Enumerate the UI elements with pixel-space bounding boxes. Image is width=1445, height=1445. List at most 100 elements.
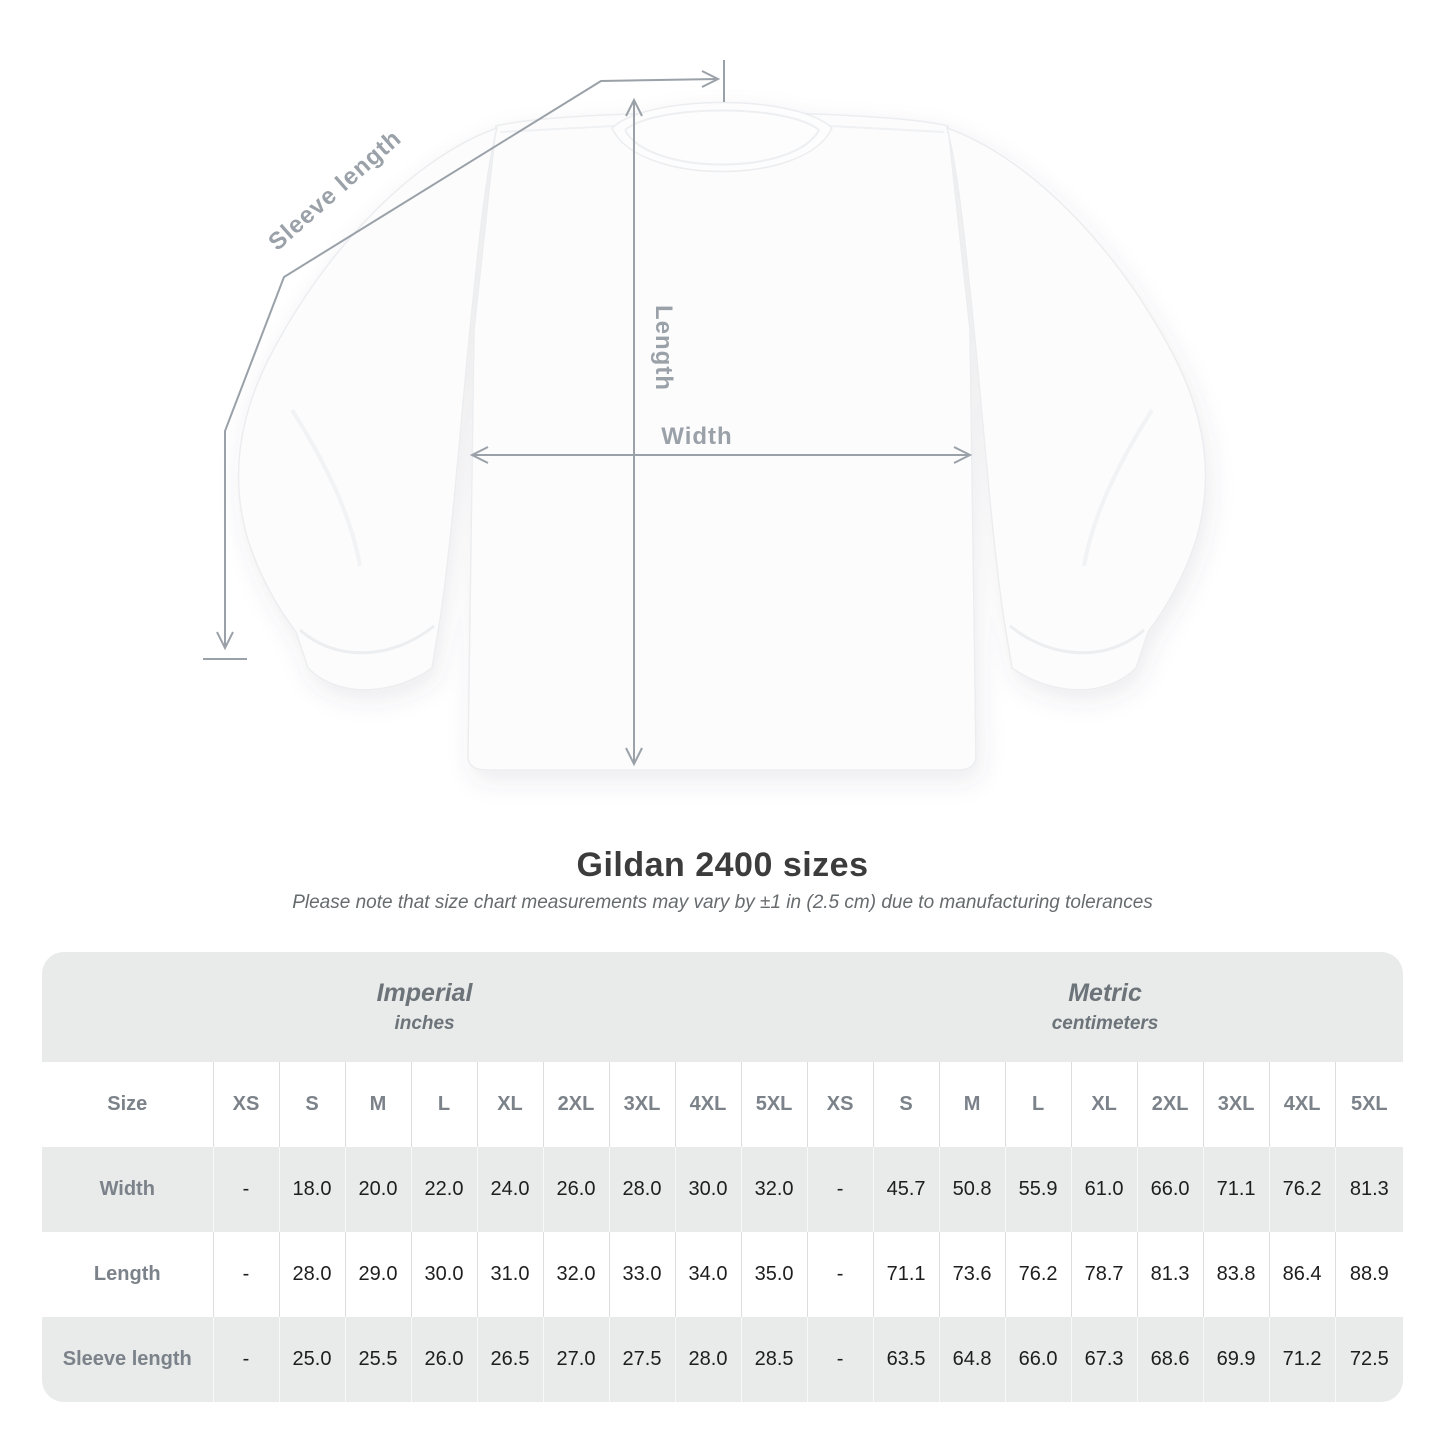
table-cell: 35.0 <box>740 1232 808 1317</box>
table-cell: 76.2 <box>1004 1232 1072 1317</box>
table-cell: 78.7 <box>1070 1232 1138 1317</box>
table-cell: 71.2 <box>1268 1317 1336 1402</box>
sleeve-length-row: Sleeve length - 25.0 25.5 26.0 26.5 27.0… <box>42 1317 1403 1402</box>
table-cell: 81.3 <box>1136 1232 1204 1317</box>
size-header-imperial-xs: XS <box>212 1062 279 1147</box>
imperial-group-name: Imperial <box>376 979 473 1007</box>
size-header-metric-4xl: 4XL <box>1268 1062 1336 1147</box>
metric-group-unit: centimeters <box>1051 1013 1159 1034</box>
table-cell: 76.2 <box>1268 1147 1336 1232</box>
table-cell: 55.9 <box>1004 1147 1072 1232</box>
table-cell: 67.3 <box>1070 1317 1138 1402</box>
table-cell: 20.0 <box>344 1147 411 1232</box>
size-header-metric-l: L <box>1004 1062 1072 1147</box>
width-label: Width <box>661 423 732 450</box>
shirt-measurement-diagram: Sleeve length Length Width <box>203 60 1207 771</box>
table-cell: 71.1 <box>872 1232 940 1317</box>
table-cell: 32.0 <box>542 1232 609 1317</box>
table-cell: 63.5 <box>872 1317 940 1402</box>
table-cell: 30.0 <box>674 1147 741 1232</box>
table-cell: - <box>806 1232 874 1317</box>
shirt-right-sleeve <box>945 126 1207 691</box>
size-header-imperial-5xl: 5XL <box>740 1062 808 1147</box>
table-cell: 33.0 <box>608 1232 675 1317</box>
table-cell: - <box>212 1317 279 1402</box>
right-sleeve-fold <box>1082 408 1154 567</box>
table-cell: 71.1 <box>1202 1147 1270 1232</box>
size-header-row: Size XS S M L XL 2XL 3XL 4XL 5XL XS S M … <box>42 1062 1403 1147</box>
table-cell: 26.0 <box>542 1147 609 1232</box>
length-row-label: Length <box>42 1232 213 1317</box>
table-cell: 61.0 <box>1070 1147 1138 1232</box>
sleeve-length-arrow <box>224 78 719 648</box>
table-cell: - <box>212 1147 279 1232</box>
size-header-imperial-3xl: 3XL <box>608 1062 675 1147</box>
table-cell: - <box>806 1317 874 1402</box>
size-table-container: Imperial inches Metric centimeters Size … <box>42 952 1403 1402</box>
table-cell: - <box>212 1232 279 1317</box>
table-cell: 86.4 <box>1268 1232 1336 1317</box>
shirt-body <box>467 111 977 771</box>
table-cell: 34.0 <box>674 1232 741 1317</box>
size-header-imperial-m: M <box>344 1062 411 1147</box>
length-arrowhead-up <box>625 97 643 117</box>
width-arrowhead-left <box>469 446 489 464</box>
size-header-imperial-xl: XL <box>476 1062 543 1147</box>
imperial-group-header: Imperial inches <box>42 952 808 1062</box>
table-cell: 66.0 <box>1004 1317 1072 1402</box>
length-row: Length - 28.0 29.0 30.0 31.0 32.0 33.0 3… <box>42 1232 1403 1317</box>
table-cell: 26.5 <box>476 1317 543 1402</box>
length-label: Length <box>650 305 677 391</box>
table-cell: 28.5 <box>740 1317 808 1402</box>
table-cell: 81.3 <box>1334 1147 1403 1232</box>
table-cell: 28.0 <box>674 1317 741 1402</box>
table-cell: 28.0 <box>608 1147 675 1232</box>
table-cell: 83.8 <box>1202 1232 1270 1317</box>
table-cell: 30.0 <box>410 1232 477 1317</box>
page-title: Gildan 2400 sizes <box>576 846 869 884</box>
table-cell: 69.9 <box>1202 1317 1270 1402</box>
table-cell: 29.0 <box>344 1232 411 1317</box>
right-cuff-seam <box>1009 624 1145 655</box>
shirt-collar-inner-rim <box>624 109 821 166</box>
width-row-label: Width <box>42 1147 213 1232</box>
table-cell: 68.6 <box>1136 1317 1204 1402</box>
table-cell: 25.5 <box>344 1317 411 1402</box>
width-arrowhead-right <box>953 446 973 464</box>
table-cell: 27.5 <box>608 1317 675 1402</box>
size-header-metric-xs: XS <box>806 1062 874 1147</box>
metric-group-name: Metric <box>1068 979 1142 1007</box>
tolerance-note: Please note that size chart measurements… <box>292 892 1153 913</box>
metric-group-header: Metric centimeters <box>807 952 1403 1062</box>
size-table: Imperial inches Metric centimeters Size … <box>42 952 1403 1402</box>
table-cell: 45.7 <box>872 1147 940 1232</box>
table-cell: 66.0 <box>1136 1147 1204 1232</box>
shirt-collar <box>611 101 833 173</box>
unit-group-header-row: Imperial inches Metric centimeters <box>42 952 1403 1062</box>
sleeve-length-arrowhead-right <box>701 70 721 88</box>
shirt-diagram-svg: Sleeve length Length Width <box>203 60 1207 771</box>
left-cuff-seam <box>299 624 435 655</box>
size-header-imperial-l: L <box>410 1062 477 1147</box>
size-header-metric-xl: XL <box>1070 1062 1138 1147</box>
table-cell: 22.0 <box>410 1147 477 1232</box>
measurement-overlay <box>203 60 973 767</box>
table-cell: 73.6 <box>938 1232 1006 1317</box>
size-header-metric-s: S <box>872 1062 940 1147</box>
table-cell: 64.8 <box>938 1317 1006 1402</box>
left-sleeve-fold <box>290 408 362 567</box>
table-cell: 88.9 <box>1334 1232 1403 1317</box>
table-cell: 28.0 <box>278 1232 345 1317</box>
table-cell: 24.0 <box>476 1147 543 1232</box>
table-cell: 25.0 <box>278 1317 345 1402</box>
length-arrowhead-down <box>625 747 643 767</box>
table-cell: 50.8 <box>938 1147 1006 1232</box>
size-header-metric-m: M <box>938 1062 1006 1147</box>
size-header-metric-3xl: 3XL <box>1202 1062 1270 1147</box>
table-cell: 27.0 <box>542 1317 609 1402</box>
right-shoulder-seam <box>829 125 945 133</box>
imperial-group-unit: inches <box>394 1013 455 1034</box>
size-header-imperial-4xl: 4XL <box>674 1062 741 1147</box>
table-cell: - <box>806 1147 874 1232</box>
